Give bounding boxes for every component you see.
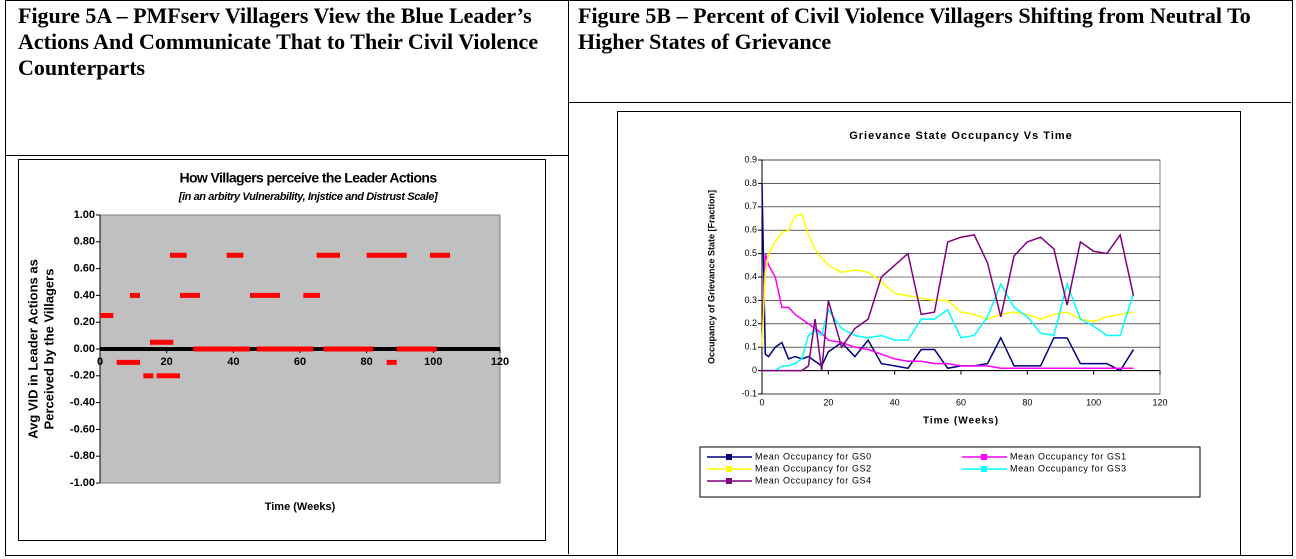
legend-marker bbox=[981, 454, 987, 460]
y-tick-label: 0.40 bbox=[74, 289, 95, 301]
heading: Figure 5A – PMFserv Villagers View the B… bbox=[18, 3, 539, 80]
y-tick-label: 0.2 bbox=[744, 318, 757, 328]
y-tick-label: -0.20 bbox=[70, 370, 95, 382]
series-line bbox=[761, 253, 1134, 370]
legend-marker bbox=[726, 466, 732, 472]
y-tick-label: 0.00 bbox=[74, 343, 95, 355]
y-axis-label: Occupancy of Grievance State [Fraction] bbox=[706, 190, 716, 364]
series-line bbox=[762, 233, 1135, 372]
y-tick-label: -0.60 bbox=[70, 423, 95, 435]
y-axis-label: Perceived by the Villagers bbox=[41, 269, 56, 430]
x-tick-label: 20 bbox=[161, 356, 173, 368]
y-tick-label: -0.1 bbox=[741, 388, 757, 398]
y-tick-label: 0.6 bbox=[744, 225, 757, 235]
legend-marker bbox=[981, 466, 987, 472]
x-tick-label: 20 bbox=[823, 397, 833, 407]
y-tick-label: 0 bbox=[752, 365, 757, 375]
y-tick-label: 0.5 bbox=[744, 248, 757, 258]
chart: -1.00 -0.80 -0.60 -0.40 -0.20 0.00 0.20 0.40 0.6… bbox=[18, 159, 546, 541]
legend-label: Mean Occupancy for GS2 bbox=[755, 463, 872, 473]
y-tick-label: 0.20 bbox=[74, 316, 95, 328]
legend-marker bbox=[726, 478, 732, 484]
y-tick-label: 0.4 bbox=[744, 271, 757, 281]
legend-label: Mean Occupancy for GS3 bbox=[1010, 463, 1127, 473]
row-line bbox=[568, 102, 1291, 103]
x-tick-label: 80 bbox=[361, 356, 373, 368]
y-tick-label: 1.00 bbox=[74, 209, 95, 221]
x-tick-label: 100 bbox=[424, 356, 442, 368]
x-tick-label: 60 bbox=[956, 397, 966, 407]
legend-label: Mean Occupancy for GS0 bbox=[755, 451, 872, 461]
heading: Figure 5B – Percent of Civil Violence Vi… bbox=[578, 3, 1251, 54]
y-tick-label: -0.80 bbox=[70, 450, 95, 462]
x-tick-label: 120 bbox=[1152, 397, 1167, 407]
y-tick-label: 0.60 bbox=[74, 263, 95, 275]
legend bbox=[699, 446, 1201, 498]
legend-marker bbox=[726, 454, 732, 460]
x-tick-label: 80 bbox=[1022, 397, 1032, 407]
y-tick-label: -1.00 bbox=[70, 477, 95, 489]
x-tick-label: 0 bbox=[759, 397, 764, 407]
x-tick-label: 60 bbox=[294, 356, 306, 368]
x-axis-label: Time (Weeks) bbox=[265, 501, 336, 513]
legend-label: Mean Occupancy for GS4 bbox=[755, 475, 872, 485]
y-axis-label: Avg VID in Leader Actions as bbox=[25, 259, 40, 439]
chart-title: Grievance State Occupancy Vs Time bbox=[849, 130, 1073, 142]
y-tick-label: 0.9 bbox=[744, 154, 757, 164]
x-tick-label: 100 bbox=[1086, 397, 1101, 407]
y-tick-label: -0.40 bbox=[70, 397, 95, 409]
x-axis-label: Time (Weeks) bbox=[923, 416, 999, 427]
divider bbox=[568, 0, 569, 554]
y-tick-label: 0.80 bbox=[74, 236, 95, 248]
y-tick-label: 0.1 bbox=[744, 342, 757, 352]
y-tick-label: 0.3 bbox=[744, 295, 757, 305]
x-tick-label: 40 bbox=[227, 356, 239, 368]
series-line bbox=[762, 281, 1135, 372]
chart-title: How Villagers perceive the Leader Action… bbox=[179, 170, 437, 186]
row-line bbox=[5, 155, 568, 156]
chart-subtitle: [in an arbitry Vulnerability, Injstice a… bbox=[178, 191, 438, 203]
x-tick-label: 120 bbox=[491, 356, 509, 368]
x-tick-label: 40 bbox=[890, 397, 900, 407]
y-tick-label: 0.7 bbox=[744, 201, 757, 211]
series-line bbox=[761, 183, 1135, 372]
chart: -0.100.10.20.30.40.50.60.70.80.90 20 40 60 8… bbox=[617, 111, 1241, 556]
legend-label: Mean Occupancy for GS1 bbox=[1010, 451, 1127, 461]
y-tick-label: 0.8 bbox=[744, 178, 757, 188]
series-line bbox=[761, 212, 1134, 348]
